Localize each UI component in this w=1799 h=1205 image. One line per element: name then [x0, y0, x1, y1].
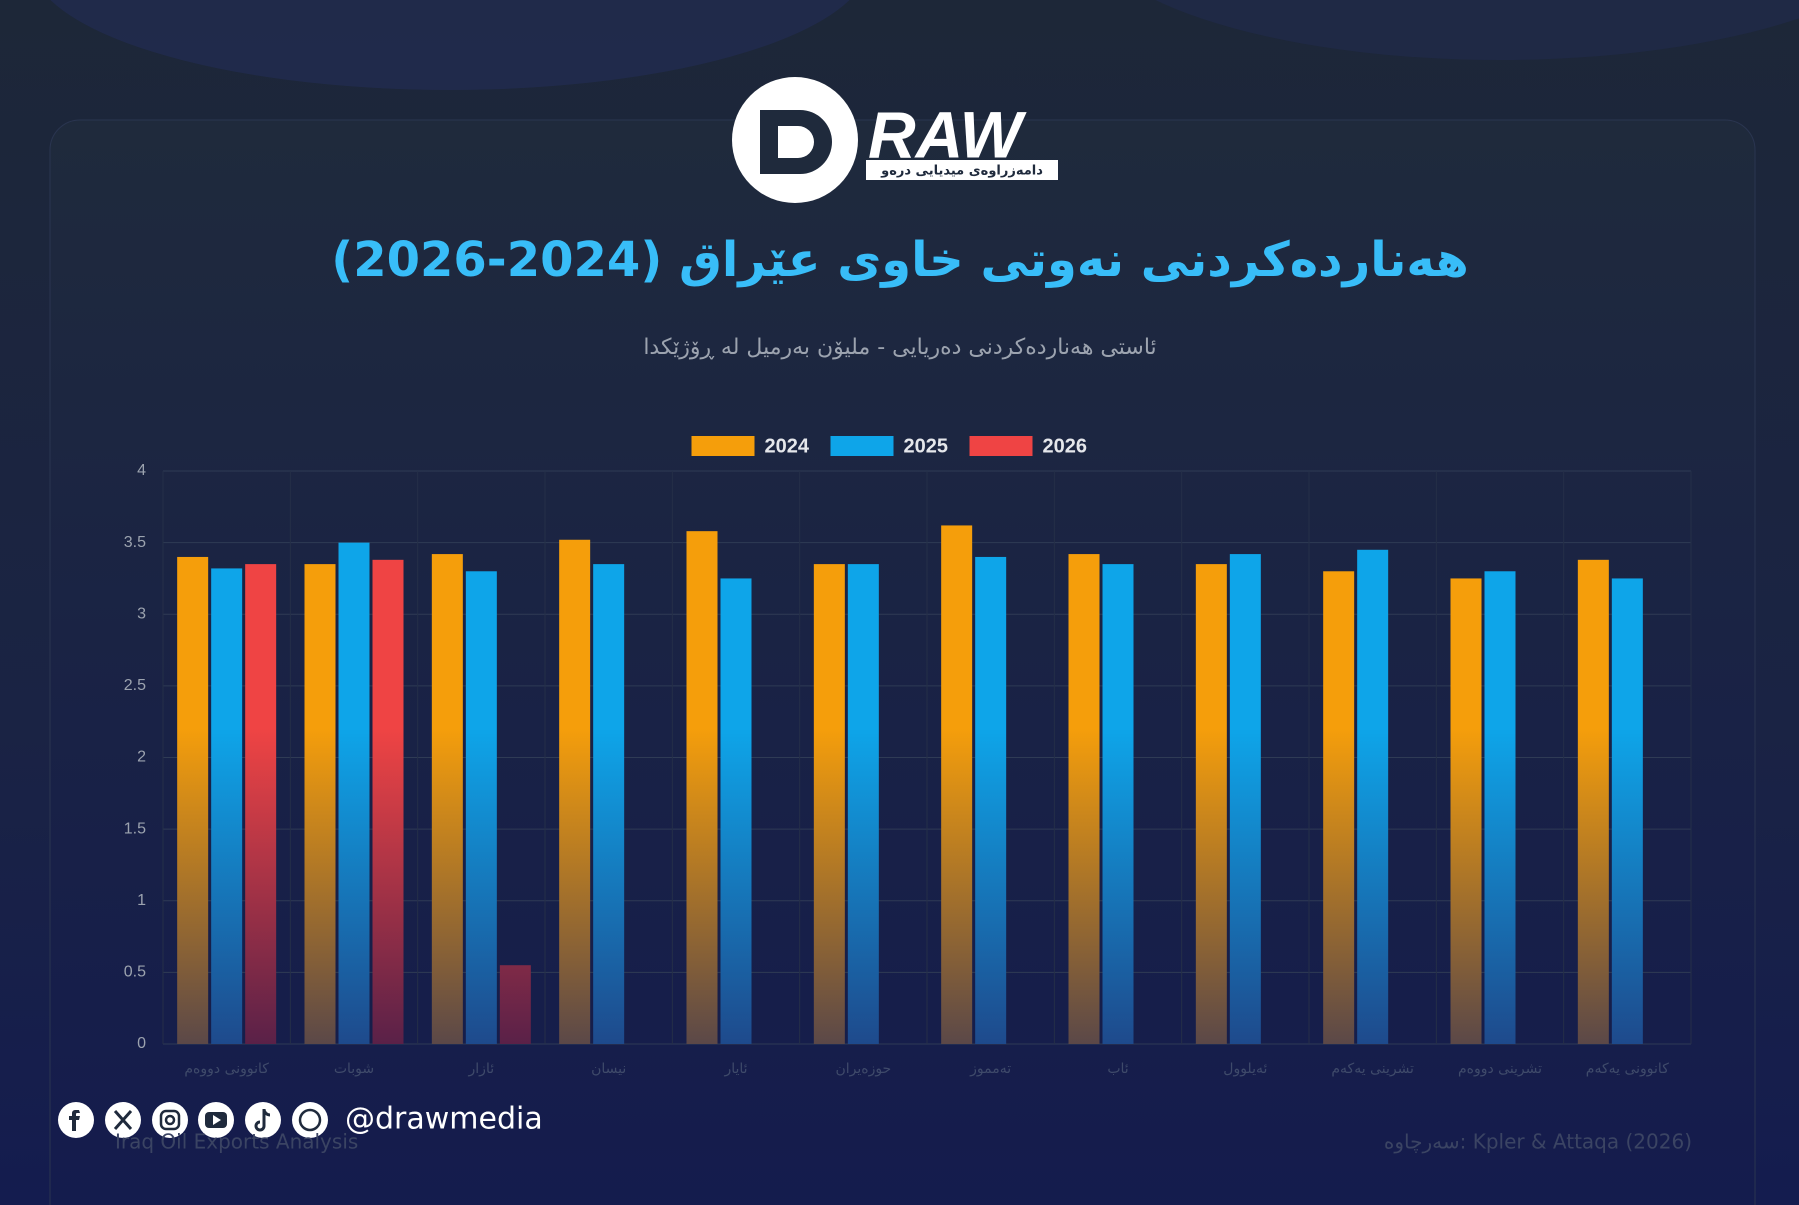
footer-source: سەرچاوە: Kpler & Attaqa (2026) — [1384, 1130, 1692, 1154]
bar — [245, 564, 277, 1044]
bar — [1450, 578, 1482, 1044]
x-tick-label: تشرینی دووەم — [1458, 1061, 1542, 1077]
y-tick-label: 1 — [137, 892, 146, 909]
decor — [1155, 0, 1799, 60]
footer-note: Iraq Oil Exports Analysis — [115, 1130, 358, 1154]
chart-subtitle: ئاستی هەناردەکردنی دەریایی - ملیۆن بەرمی… — [643, 335, 1156, 360]
logo-wordmark: RAW — [868, 97, 1027, 171]
logo-circle — [732, 77, 858, 203]
bar — [1068, 554, 1100, 1044]
whatsapp-glyph — [298, 1108, 322, 1132]
y-tick-label: 0.5 — [124, 964, 146, 981]
x-tick-label: تشرینی یەکەم — [1331, 1061, 1414, 1077]
facebook-glyph — [69, 1110, 80, 1131]
bar — [593, 564, 625, 1044]
y-tick-label: 3.5 — [124, 534, 146, 551]
instagram-glyph — [159, 1109, 181, 1131]
bar — [1195, 564, 1227, 1044]
y-tick-label: 1.5 — [124, 820, 146, 837]
bar — [1357, 549, 1389, 1044]
logo-ribbon — [866, 160, 1058, 180]
legend-label: 2026 — [1043, 435, 1088, 457]
instagram-icon[interactable] — [152, 1102, 188, 1138]
legend-label: 2025 — [904, 435, 949, 457]
x-tick-label: ئایار — [723, 1061, 747, 1077]
bar — [975, 556, 1007, 1044]
bar — [1229, 554, 1261, 1044]
y-tick-label: 3 — [137, 605, 146, 622]
legend-label: 2024 — [765, 435, 810, 457]
bar — [1611, 578, 1643, 1044]
decor — [50, 0, 850, 90]
bar — [559, 539, 591, 1044]
bar — [499, 965, 531, 1044]
bar — [847, 564, 879, 1044]
x-tick-label: کانوونی یەکەم — [1586, 1061, 1669, 1077]
x-tick-label: ئەیلوول — [1223, 1061, 1267, 1077]
bar — [1323, 571, 1355, 1044]
y-tick-label: 0 — [137, 1035, 146, 1052]
bar — [1102, 564, 1134, 1044]
legend-swatch — [691, 436, 755, 456]
x-tick-label: تەمموز — [969, 1061, 1011, 1077]
bar — [431, 554, 463, 1044]
bar — [211, 568, 243, 1044]
youtube-glyph — [213, 1115, 221, 1125]
logo-d — [760, 110, 832, 174]
bar — [1484, 571, 1516, 1044]
x-tick-label: ئاب — [1107, 1061, 1128, 1077]
bar — [720, 578, 752, 1044]
bar — [372, 559, 404, 1044]
bar — [941, 525, 973, 1044]
logo-tagline: دامەزراوەی میدیایی درەو — [880, 164, 1043, 179]
bar — [304, 564, 336, 1044]
bar — [1577, 559, 1609, 1044]
y-tick-label: 2.5 — [124, 677, 146, 694]
x-tick-label: کانوونی دووەم — [184, 1061, 269, 1077]
handle: @drawmedia — [345, 1102, 543, 1137]
y-tick-label: 2 — [137, 749, 146, 766]
instagram-glyph — [164, 1114, 176, 1126]
chart-title: هەناردەکردنی نەوتی خاوی عێراق (2024-2026… — [331, 232, 1468, 288]
bar — [338, 542, 370, 1044]
legend-swatch — [969, 436, 1033, 456]
x-tick-label: نیسان — [591, 1061, 626, 1077]
bar — [177, 556, 209, 1044]
logo: RAW دامەزراوەی میدیایی درەو — [732, 77, 1058, 203]
x-glyph — [113, 1110, 133, 1130]
bar — [813, 564, 845, 1044]
tiktok-glyph — [254, 1108, 271, 1132]
x-tick-label: ئازار — [468, 1061, 495, 1077]
bar — [465, 571, 497, 1044]
legend-swatch — [830, 436, 894, 456]
x-tick-label: حوزەیران — [835, 1061, 891, 1077]
social: @drawmedia — [58, 1102, 543, 1138]
bar — [686, 531, 718, 1044]
y-tick-label: 4 — [137, 462, 146, 479]
x-tick-label: شوبات — [334, 1061, 374, 1077]
whatsapp-icon[interactable] — [292, 1102, 328, 1138]
